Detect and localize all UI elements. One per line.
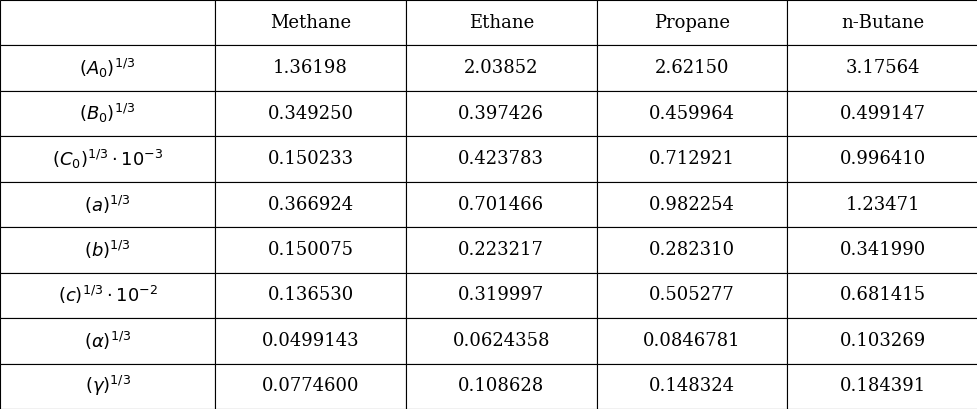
Bar [405,91,596,136]
Text: 0.0846781: 0.0846781 [643,332,740,350]
Text: Propane: Propane [654,14,729,32]
Bar [215,45,405,91]
Bar [786,136,977,182]
Text: 0.223217: 0.223217 [458,241,543,259]
Text: Ethane: Ethane [468,14,533,32]
Bar [596,0,786,45]
Text: 1.36198: 1.36198 [273,59,348,77]
Text: $(\alpha)^{1/3}$: $(\alpha)^{1/3}$ [84,330,131,352]
Bar [0,0,215,45]
Text: $(B_0)^{1/3}$: $(B_0)^{1/3}$ [79,102,136,125]
Bar [215,0,405,45]
Text: 0.423783: 0.423783 [458,150,543,168]
Bar [215,136,405,182]
Bar [215,364,405,409]
Bar [0,91,215,136]
Bar [596,273,786,318]
Text: 0.681415: 0.681415 [838,286,925,304]
Text: 0.0624358: 0.0624358 [452,332,549,350]
Bar [0,364,215,409]
Text: 0.982254: 0.982254 [649,196,734,213]
Text: 0.397426: 0.397426 [458,105,543,123]
Text: 0.499147: 0.499147 [839,105,924,123]
Bar [596,364,786,409]
Bar [786,182,977,227]
Text: 0.701466: 0.701466 [457,196,544,213]
Bar [405,273,596,318]
Bar [215,227,405,273]
Bar [405,227,596,273]
Text: $(c)^{1/3}\cdot10^{-2}$: $(c)^{1/3}\cdot10^{-2}$ [58,284,157,306]
Text: 0.341990: 0.341990 [838,241,925,259]
Bar [786,364,977,409]
Bar [786,227,977,273]
Text: 0.136530: 0.136530 [267,286,354,304]
Text: $(\gamma)^{1/3}$: $(\gamma)^{1/3}$ [84,374,131,398]
Text: 0.0774600: 0.0774600 [262,377,359,395]
Text: 2.03852: 2.03852 [463,59,538,77]
Bar [596,45,786,91]
Bar [596,182,786,227]
Text: Methane: Methane [270,14,351,32]
Text: 0.150233: 0.150233 [267,150,354,168]
Text: $(a)^{1/3}$: $(a)^{1/3}$ [84,193,131,216]
Bar [0,227,215,273]
Text: $(A_0)^{1/3}$: $(A_0)^{1/3}$ [79,56,136,80]
Text: $(C_0)^{1/3}\cdot10^{-3}$: $(C_0)^{1/3}\cdot10^{-3}$ [52,148,163,171]
Bar [405,364,596,409]
Bar [405,318,596,364]
Bar [596,136,786,182]
Bar [405,182,596,227]
Text: 0.505277: 0.505277 [649,286,734,304]
Text: 0.282310: 0.282310 [648,241,735,259]
Bar [596,318,786,364]
Bar [405,45,596,91]
Text: 3.17564: 3.17564 [844,59,919,77]
Text: 0.184391: 0.184391 [838,377,925,395]
Bar [0,45,215,91]
Text: 0.148324: 0.148324 [649,377,734,395]
Bar [0,182,215,227]
Bar [786,318,977,364]
Bar [596,227,786,273]
Bar [215,182,405,227]
Text: 0.712921: 0.712921 [649,150,734,168]
Bar [215,273,405,318]
Text: 0.150075: 0.150075 [268,241,353,259]
Text: 0.366924: 0.366924 [267,196,354,213]
Text: 0.349250: 0.349250 [268,105,353,123]
Bar [786,0,977,45]
Bar [215,318,405,364]
Text: 1.23471: 1.23471 [844,196,919,213]
Text: 0.319997: 0.319997 [457,286,544,304]
Bar [786,273,977,318]
Bar [786,45,977,91]
Text: 0.459964: 0.459964 [649,105,734,123]
Bar [405,0,596,45]
Text: n-Butane: n-Butane [840,14,923,32]
Bar [0,273,215,318]
Text: 0.0499143: 0.0499143 [262,332,359,350]
Text: $(b)^{1/3}$: $(b)^{1/3}$ [84,239,131,261]
Text: 0.108628: 0.108628 [457,377,544,395]
Bar [596,91,786,136]
Bar [215,91,405,136]
Text: 0.103269: 0.103269 [838,332,925,350]
Bar [405,136,596,182]
Text: 2.62150: 2.62150 [654,59,729,77]
Bar [786,91,977,136]
Bar [0,136,215,182]
Bar [0,318,215,364]
Text: 0.996410: 0.996410 [838,150,925,168]
